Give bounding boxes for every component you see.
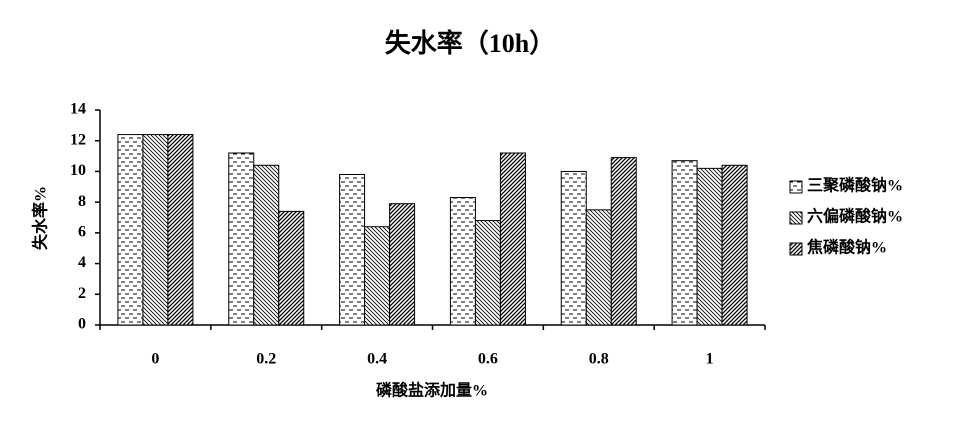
x-tick-label: 0.2 (256, 351, 276, 368)
bar (142, 134, 169, 326)
bar (117, 134, 144, 326)
bar (339, 174, 366, 326)
bar (228, 152, 255, 326)
legend-swatch (789, 211, 803, 225)
y-tick-label: 0 (78, 316, 86, 333)
legend-label: 六偏磷酸钠% (807, 207, 903, 226)
x-tick-label: 0 (151, 351, 159, 368)
x-axis-label: 磷酸盐添加量% (376, 381, 488, 400)
bar (560, 170, 587, 326)
x-tick-label: 0.6 (478, 351, 498, 368)
x-tick-label: 1 (706, 351, 714, 368)
bar (610, 157, 637, 326)
bar (671, 160, 698, 326)
y-tick-label: 6 (78, 224, 86, 241)
chart-title: 失水率（10h） (385, 28, 555, 58)
bar (389, 203, 416, 326)
x-tick-label: 0.4 (367, 351, 387, 368)
bar (449, 197, 476, 326)
legend-label: 焦磷酸钠% (806, 238, 887, 257)
bar (253, 164, 280, 326)
bar (474, 220, 501, 326)
legend-label: 三聚磷酸钠% (807, 176, 903, 195)
y-tick-label: 4 (78, 254, 86, 271)
bar (721, 164, 748, 326)
bar (167, 134, 194, 326)
y-tick-label: 14 (70, 101, 86, 118)
bar (696, 167, 723, 326)
y-tick-label: 10 (70, 162, 86, 179)
legend-swatch (789, 180, 803, 194)
legend-swatch (789, 242, 803, 256)
x-tick-label: 0.8 (589, 351, 609, 368)
y-tick-label: 12 (70, 131, 86, 148)
bar (585, 209, 612, 326)
bar (278, 210, 305, 326)
bar (499, 152, 526, 326)
y-tick-label: 8 (78, 193, 86, 210)
bar (364, 226, 391, 326)
y-tick-label: 2 (78, 285, 86, 302)
y-axis-label: 失水率% (31, 186, 50, 250)
